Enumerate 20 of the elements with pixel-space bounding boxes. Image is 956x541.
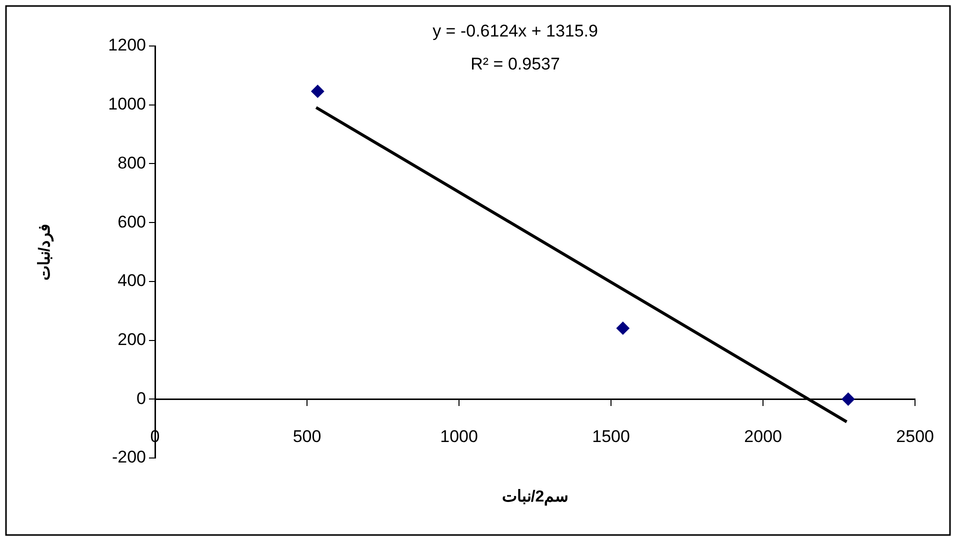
y-tick-label: -200 bbox=[112, 448, 146, 467]
point bbox=[616, 322, 630, 335]
annotation: R² = 0.9537 bbox=[470, 54, 560, 74]
x-tick-label: 2500 bbox=[896, 427, 934, 446]
x-tick-label: 2000 bbox=[744, 427, 782, 446]
y-tick-label: 1200 bbox=[108, 36, 146, 55]
point bbox=[311, 84, 324, 98]
text: y = -0.6124x + 1315.9 bbox=[432, 22, 598, 41]
y-tick-label: 0 bbox=[136, 388, 146, 408]
y-tick-label: 600 bbox=[118, 212, 146, 232]
y-tick-label: 1000 bbox=[108, 94, 146, 114]
x-tick-label: 1000 bbox=[440, 427, 478, 446]
x-tick-label: 1500 bbox=[592, 427, 630, 446]
point bbox=[842, 392, 855, 406]
y-tick-label: 200 bbox=[118, 330, 146, 349]
x-axis-title: سم2/نبات bbox=[502, 488, 568, 506]
y-axis-title: فرد/نبات bbox=[36, 223, 54, 281]
x-tick-label: 500 bbox=[292, 427, 322, 446]
y-tick-label: 800 bbox=[118, 153, 146, 172]
y-tick-label: 400 bbox=[118, 271, 146, 290]
